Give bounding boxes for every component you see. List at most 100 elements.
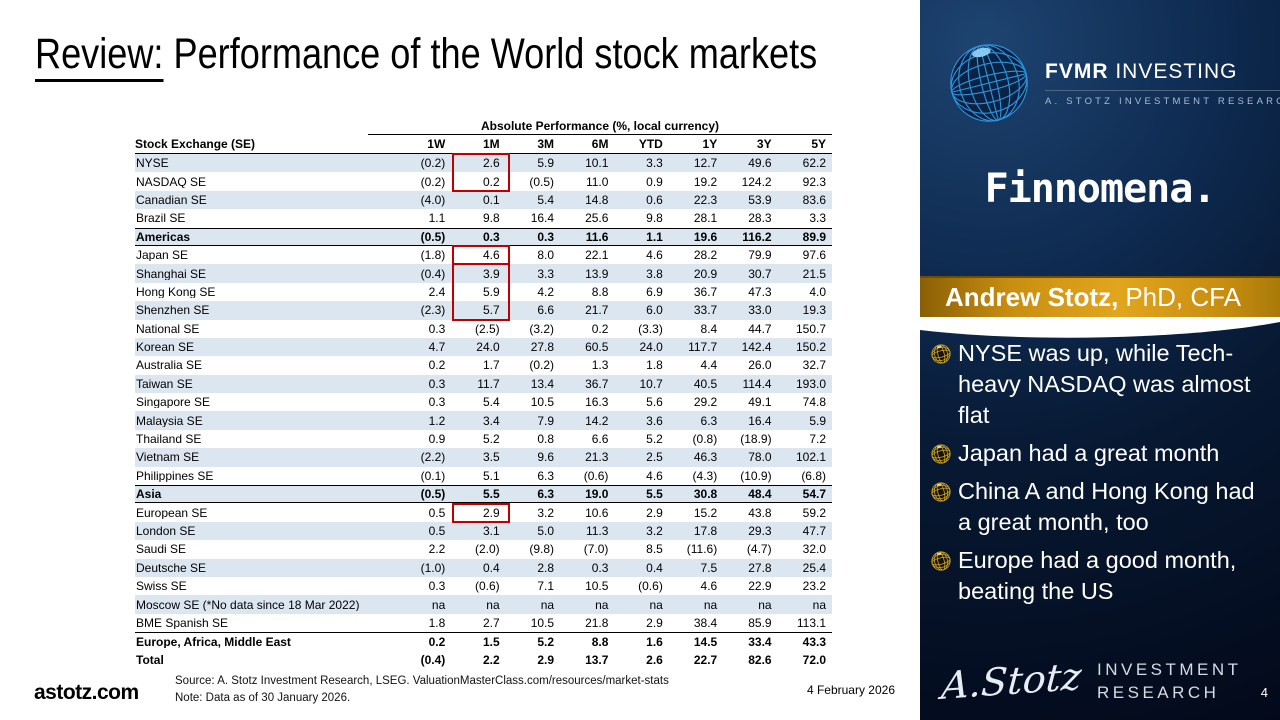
- title-rest: Performance of the World stock markets: [163, 30, 818, 78]
- perf-cell: 6.3: [700, 413, 718, 428]
- table-row: London SE 0.5 3.1 5.0 11.3 3.2 17.8 29.3 47.7: [135, 521, 832, 541]
- perf-cell: 22.1: [585, 248, 609, 263]
- perf-cell: (7.0): [583, 542, 609, 557]
- exchange-name: Moscow SE (*No data since 18 Mar 2022): [136, 598, 360, 611]
- perf-cell: (0.4): [420, 652, 446, 667]
- perf-cell: 32.7: [802, 358, 826, 373]
- perf-cell: 0.2: [482, 174, 500, 189]
- exchange-name: Shanghai SE: [136, 267, 207, 280]
- perf-cell: 11.7: [477, 376, 500, 391]
- perf-cell: 0.8: [537, 432, 555, 447]
- perf-cell: 8.8: [591, 284, 609, 299]
- perf-cell: 5.9: [482, 284, 500, 299]
- table-row: Thailand SE 0.9 5.2 0.8 6.6 5.2 (0.8) (18.9) 7.2: [135, 430, 832, 448]
- perf-cell: 6.6: [591, 432, 609, 447]
- perf-cell: 2.4: [428, 284, 446, 299]
- fvmr-text-block: FVMR INVESTING A. STOTZ INVESTMENT RESEA…: [1045, 60, 1280, 107]
- column-header-1y: 1Y: [702, 137, 718, 151]
- perf-cell: (0.6): [583, 468, 609, 483]
- perf-cell: 150.2: [795, 340, 826, 355]
- signature-logo: A.Stotz: [939, 654, 1084, 708]
- exchange-name: Hong Kong SE: [136, 285, 216, 298]
- perf-cell: 6.3: [537, 468, 555, 483]
- perf-cell: 3.3: [809, 211, 826, 226]
- exchange-name: Total: [136, 653, 164, 666]
- table-row: Asia (0.5) 5.5 6.3 19.0 5.5 30.8 48.4 54.7: [135, 485, 832, 504]
- perf-cell: (0.1): [420, 468, 446, 483]
- perf-cell: 0.3: [591, 560, 609, 575]
- perf-cell: 16.3: [585, 395, 609, 410]
- table-row: Malaysia SE 1.2 3.4 7.9 14.2 3.6 6.3 16.4 5.9: [135, 411, 832, 430]
- perf-cell: 24.0: [639, 340, 663, 355]
- perf-cell: 7.2: [809, 432, 826, 447]
- perf-cell: 14.8: [585, 192, 609, 207]
- perf-cell: 0.3: [537, 229, 555, 244]
- perf-cell: na: [431, 597, 446, 612]
- perf-cell: 28.1: [693, 211, 718, 226]
- perf-cell: 22.3: [693, 192, 718, 207]
- perf-cell: 72.0: [802, 652, 826, 667]
- perf-cell: 10.5: [530, 395, 555, 410]
- perf-cell: 0.5: [428, 505, 446, 520]
- perf-cell: 2.7: [482, 615, 500, 630]
- perf-cell: 78.0: [748, 450, 772, 465]
- slide-date: 4 February 2026: [806, 683, 895, 697]
- perf-cell: 0.4: [482, 560, 500, 575]
- perf-cell: 5.1: [482, 468, 500, 483]
- perf-cell: 36.7: [693, 284, 718, 299]
- perf-cell: 10.5: [530, 615, 555, 630]
- column-header-1m: 1M: [482, 137, 500, 151]
- investment-research-label: INVESTMENT RESEARCH: [1097, 658, 1242, 704]
- bullet-item: NYSE was up, while Tech-heavy NASDAQ was…: [930, 338, 1274, 431]
- performance-table: Absolute Performance (%, local currency)…: [135, 119, 832, 669]
- perf-cell: 4.2: [537, 284, 555, 299]
- author-name: Andrew Stotz,: [945, 282, 1119, 312]
- exchange-name: Philippines SE: [136, 469, 214, 482]
- perf-cell: 0.2: [428, 634, 446, 649]
- perf-cell: 46.3: [693, 450, 718, 465]
- perf-cell: 0.2: [591, 321, 609, 336]
- perf-cell: 0.3: [428, 395, 446, 410]
- bullet-text: Europe had a good month, beating the US: [958, 547, 1237, 604]
- perf-cell: 10.1: [585, 156, 609, 171]
- perf-cell: na: [703, 597, 718, 612]
- perf-cell: 1.8: [428, 615, 446, 630]
- perf-cell: 6.6: [537, 303, 555, 318]
- perf-cell: 5.9: [809, 413, 826, 428]
- perf-cell: 116.2: [742, 229, 772, 244]
- table-row: Vietnam SE (2.2) 3.5 9.6 21.3 2.5 46.3 78.0 102.…: [135, 448, 832, 467]
- perf-cell: (2.0): [474, 542, 500, 557]
- perf-cell: 2.9: [482, 505, 500, 520]
- perf-cell: 5.7: [482, 303, 500, 318]
- exchange-name: Korean SE: [136, 341, 195, 354]
- column-header-5y: 5Y: [811, 137, 826, 151]
- perf-cell: 19.0: [585, 487, 609, 502]
- exchange-name: Deutsche SE: [136, 561, 207, 574]
- perf-cell: (0.8): [692, 432, 718, 447]
- table-column-headers: Stock Exchange (SE) 1W 1M 3M 6M YTD 1Y 3Y 5Y: [135, 135, 832, 154]
- perf-cell: 142.4: [741, 340, 772, 355]
- exchange-name: Saudi SE: [136, 543, 187, 556]
- exchange-name: Vietnam SE: [136, 451, 200, 464]
- perf-cell: 47.3: [748, 284, 772, 299]
- perf-cell: 15.2: [693, 505, 718, 520]
- perf-cell: 0.3: [428, 579, 446, 594]
- perf-cell: 16.4: [748, 413, 772, 428]
- perf-cell: 49.1: [748, 395, 772, 410]
- perf-cell: (0.6): [638, 579, 663, 594]
- perf-cell: 38.4: [693, 615, 718, 630]
- perf-cell: 59.2: [802, 505, 826, 520]
- column-header-3m: 3M: [537, 137, 555, 151]
- perf-cell: 3.5: [482, 450, 500, 465]
- perf-cell: 74.8: [802, 395, 826, 410]
- bullet-item: China A and Hong Kong had a great month,…: [930, 476, 1274, 538]
- perf-cell: (9.8): [529, 542, 555, 557]
- table-body: NYSE (0.2) 2.6 5.9 10.1 3.3 12.7 49.6 62.2 NASDAQ…: [135, 153, 832, 669]
- source-line: Source: A. Stotz Investment Research, LS…: [175, 675, 669, 687]
- perf-cell: 5.4: [537, 192, 555, 207]
- perf-cell: 0.6: [646, 192, 663, 207]
- perf-cell: 28.2: [693, 248, 718, 263]
- perf-cell: 4.7: [428, 340, 446, 355]
- table-band-header: Absolute Performance (%, local currency): [135, 119, 832, 135]
- perf-cell: 44.7: [748, 321, 772, 336]
